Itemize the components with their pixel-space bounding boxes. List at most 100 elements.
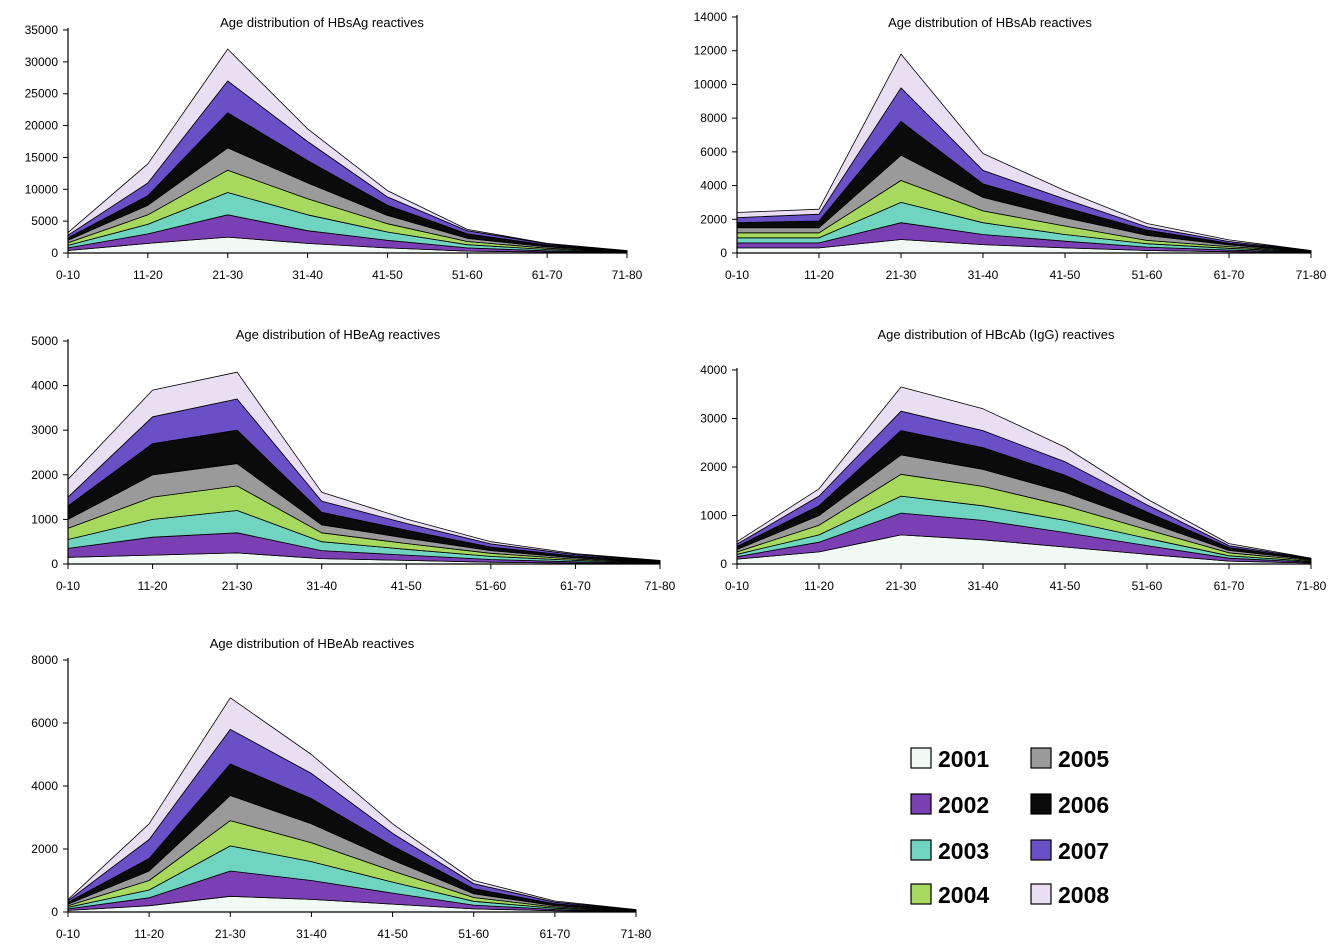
- x-tick-label: 71-80: [1296, 579, 1327, 593]
- chart-title: Age distribution of HBeAg reactives: [236, 327, 441, 342]
- x-tick-label: 21-30: [222, 579, 253, 593]
- x-tick-label: 21-30: [215, 927, 246, 941]
- x-tick-label: 71-80: [1296, 268, 1327, 282]
- chart-title: Age distribution of HBcAb (IgG) reactive…: [878, 327, 1115, 342]
- x-tick-label: 61-70: [1214, 579, 1245, 593]
- y-tick-label: 8000: [700, 111, 727, 125]
- legend-item-2003: 2003: [910, 838, 989, 864]
- y-tick-label: 0: [51, 905, 58, 919]
- legend-label: 2003: [938, 838, 989, 864]
- y-tick-label: 4000: [31, 779, 58, 793]
- y-tick-label: 0: [720, 557, 727, 571]
- area-series-2008: [736, 53, 1312, 251]
- legend-swatch: [910, 883, 932, 905]
- y-tick-label: 2000: [31, 842, 58, 856]
- x-tick-label: 0-10: [56, 579, 80, 593]
- x-tick-label: 61-70: [560, 579, 591, 593]
- area-chart-4: Age distribution of HBcAb (IgG) reactive…: [700, 327, 1326, 593]
- x-tick-label: 11-20: [134, 927, 164, 941]
- legend-label: 2002: [938, 792, 989, 818]
- x-tick-label: 61-70: [1214, 268, 1245, 282]
- legend-swatch: [910, 747, 932, 769]
- legend-label: 2008: [1058, 882, 1109, 908]
- legend-label: 2004: [938, 882, 989, 908]
- area-series-2008: [67, 48, 628, 252]
- legend-item-2005: 2005: [1030, 746, 1109, 772]
- x-tick-label: 51-60: [452, 268, 483, 282]
- y-tick-label: 0: [51, 246, 58, 260]
- x-tick-label: 11-20: [138, 579, 168, 593]
- y-tick-label: 20000: [25, 119, 59, 133]
- x-tick-label: 41-50: [391, 579, 422, 593]
- legend-label: 2007: [1058, 838, 1109, 864]
- x-tick-label: 51-60: [1132, 268, 1163, 282]
- y-tick-label: 12000: [694, 44, 728, 58]
- x-tick-label: 61-70: [532, 268, 563, 282]
- y-tick-label: 3000: [31, 423, 58, 437]
- legend-swatch: [1030, 883, 1052, 905]
- x-tick-label: 41-50: [1050, 579, 1081, 593]
- y-tick-label: 4000: [700, 363, 727, 377]
- x-tick-label: 51-60: [458, 927, 489, 941]
- x-tick-label: 41-50: [377, 927, 408, 941]
- x-tick-label: 31-40: [296, 927, 327, 941]
- area-series-2008: [67, 697, 637, 911]
- legend-item-2007: 2007: [1030, 838, 1109, 864]
- x-tick-label: 31-40: [968, 268, 999, 282]
- y-tick-label: 10000: [694, 77, 728, 91]
- x-tick-label: 71-80: [621, 927, 652, 941]
- x-tick-label: 61-70: [540, 927, 571, 941]
- chart-legend: 2001 2002 2003 2004 2005 2006 2007 2008: [910, 746, 1109, 908]
- legend-label: 2001: [938, 746, 989, 772]
- y-tick-label: 15000: [25, 150, 59, 164]
- chart-title: Age distribution of HBeAb reactives: [210, 636, 415, 651]
- x-tick-label: 41-50: [1050, 268, 1081, 282]
- legend-swatch: [1030, 793, 1052, 815]
- x-tick-label: 71-80: [645, 579, 676, 593]
- y-tick-label: 8000: [31, 653, 58, 667]
- x-tick-label: 31-40: [306, 579, 337, 593]
- y-tick-label: 1000: [700, 509, 727, 523]
- y-tick-label: 2000: [700, 460, 727, 474]
- x-tick-label: 0-10: [56, 927, 80, 941]
- area-chart-1: Age distribution of HBsAg reactives 0 5000…: [25, 15, 643, 282]
- legend-item-2001: 2001: [910, 746, 989, 772]
- y-tick-label: 4000: [31, 379, 58, 393]
- y-tick-label: 35000: [25, 23, 59, 37]
- y-tick-label: 6000: [31, 716, 58, 730]
- x-tick-label: 0-10: [725, 268, 749, 282]
- y-tick-label: 2000: [700, 212, 727, 226]
- x-tick-label: 71-80: [612, 268, 643, 282]
- area-series-2008: [736, 386, 1312, 559]
- chart-title: Age distribution of HBsAb reactives: [888, 15, 1092, 30]
- x-tick-label: 41-50: [372, 268, 403, 282]
- x-tick-label: 0-10: [725, 579, 749, 593]
- charts-group: Age distribution of HBsAg reactives 0 5000…: [25, 10, 1327, 941]
- area-series-2008: [67, 371, 661, 562]
- y-tick-label: 30000: [25, 55, 59, 69]
- area-chart-2: Age distribution of HBsAb reactives 0 2000…: [694, 10, 1327, 282]
- y-tick-label: 6000: [700, 145, 727, 159]
- y-tick-label: 14000: [694, 10, 728, 24]
- y-tick-label: 0: [720, 246, 727, 260]
- x-tick-label: 31-40: [292, 268, 323, 282]
- legend-item-2008: 2008: [1030, 882, 1109, 908]
- x-tick-label: 11-20: [804, 268, 834, 282]
- y-tick-label: 4000: [700, 179, 727, 193]
- y-tick-label: 2000: [31, 468, 58, 482]
- x-tick-label: 31-40: [968, 579, 999, 593]
- y-tick-label: 5000: [31, 334, 58, 348]
- legend-swatch: [910, 839, 932, 861]
- y-tick-label: 25000: [25, 87, 59, 101]
- legend-item-2004: 2004: [910, 882, 989, 908]
- x-tick-label: 21-30: [886, 268, 917, 282]
- legend-label: 2006: [1058, 792, 1109, 818]
- legend-label: 2005: [1058, 746, 1109, 772]
- x-tick-label: 21-30: [212, 268, 243, 282]
- area-chart-5: Age distribution of HBeAb reactives 0 2000…: [31, 636, 651, 941]
- legend-item-2002: 2002: [910, 792, 989, 818]
- x-tick-label: 11-20: [133, 268, 163, 282]
- chart-title: Age distribution of HBsAg reactives: [220, 15, 424, 30]
- x-tick-label: 0-10: [56, 268, 80, 282]
